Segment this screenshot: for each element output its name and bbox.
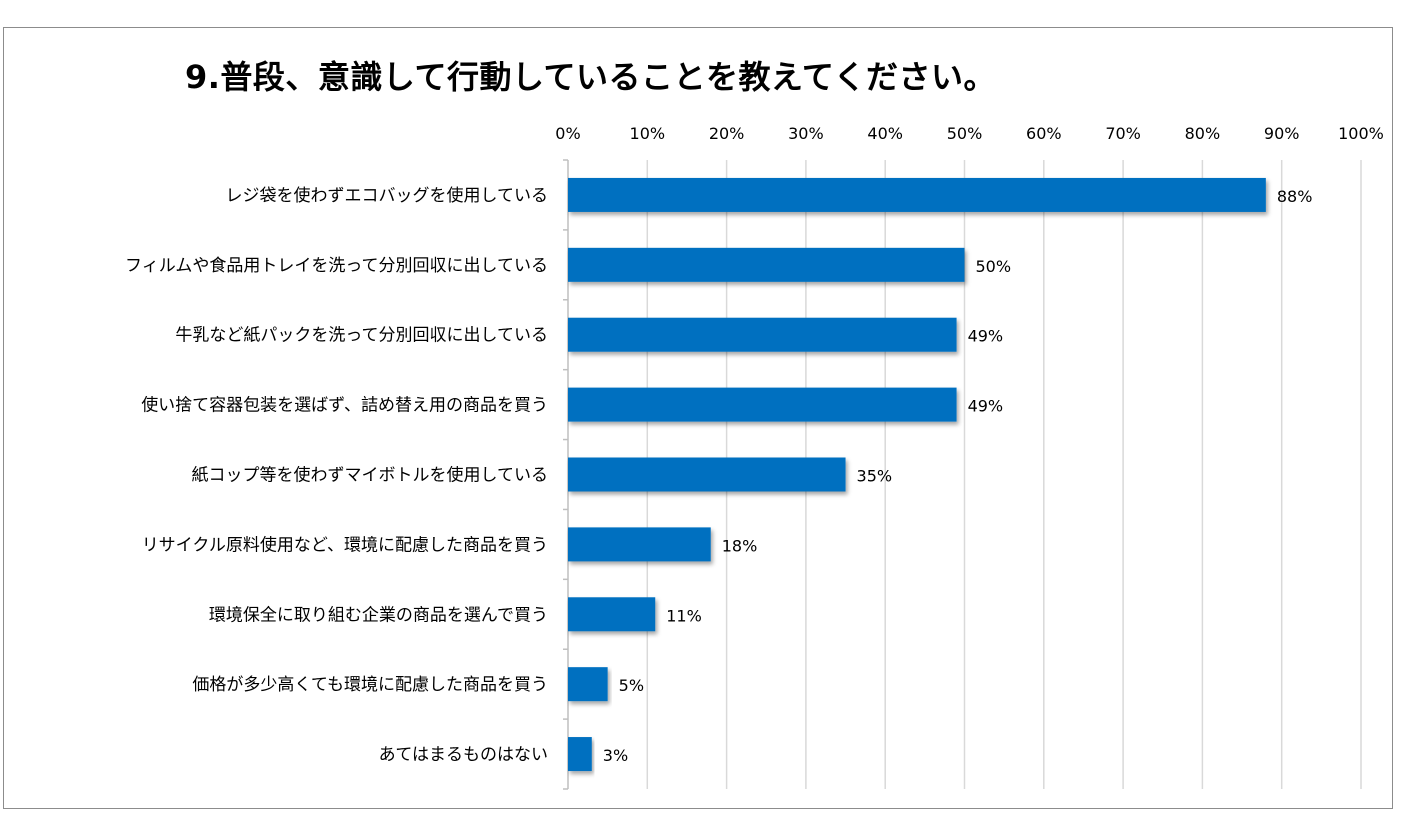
x-tick-label: 80%: [1185, 124, 1221, 143]
bar: [568, 317, 957, 352]
x-tick-label: 0%: [555, 124, 580, 143]
data-label: 35%: [857, 467, 893, 486]
data-label: 88%: [1277, 187, 1313, 206]
x-tick-label: 10%: [630, 124, 666, 143]
bar: [568, 737, 592, 772]
bar: [568, 457, 846, 492]
data-label: 50%: [976, 257, 1012, 276]
data-label: 49%: [968, 397, 1004, 416]
bar: [568, 597, 656, 632]
category-label: 使い捨て容器包装を選ばず、詰め替え用の商品を買う: [141, 395, 548, 416]
data-label: 18%: [722, 536, 758, 555]
x-tick-label: 50%: [947, 124, 983, 143]
x-tick-label: 90%: [1264, 124, 1300, 143]
data-label: 5%: [619, 676, 644, 695]
category-label: あてはまるものはない: [379, 745, 548, 765]
x-tick-label: 20%: [709, 124, 745, 143]
category-label: フィルムや食品用トレイを洗って分別回収に出している: [125, 256, 548, 276]
bar: [568, 247, 965, 282]
category-label: 価格が多少高くても環境に配慮した商品を買う: [192, 675, 548, 695]
x-tick-label: 40%: [867, 124, 903, 143]
category-label: リサイクル原料使用など、環境に配慮した商品を買う: [142, 534, 548, 555]
category-label: レジ袋を使わずエコバッグを使用している: [226, 185, 549, 206]
category-label: 環境保全に取り組む企業の商品を選んで買う: [209, 605, 548, 625]
bar: [568, 527, 711, 562]
data-label: 49%: [968, 327, 1004, 346]
x-tick-label: 70%: [1105, 124, 1141, 143]
category-label: 紙コップ等を使わずマイボトルを使用している: [192, 465, 549, 486]
x-tick-label: 100%: [1338, 124, 1384, 143]
bar: [568, 387, 957, 422]
category-label: 牛乳など紙パックを洗って分別回収に出している: [175, 326, 548, 346]
x-tick-label: 30%: [788, 124, 824, 143]
bar: [568, 177, 1266, 212]
data-label: 11%: [666, 606, 702, 625]
chart-title: 9.普段、意識して行動していることを教えてください。: [185, 58, 996, 96]
data-label: 3%: [603, 746, 628, 765]
x-tick-label: 60%: [1026, 124, 1062, 143]
bar: [568, 667, 608, 702]
